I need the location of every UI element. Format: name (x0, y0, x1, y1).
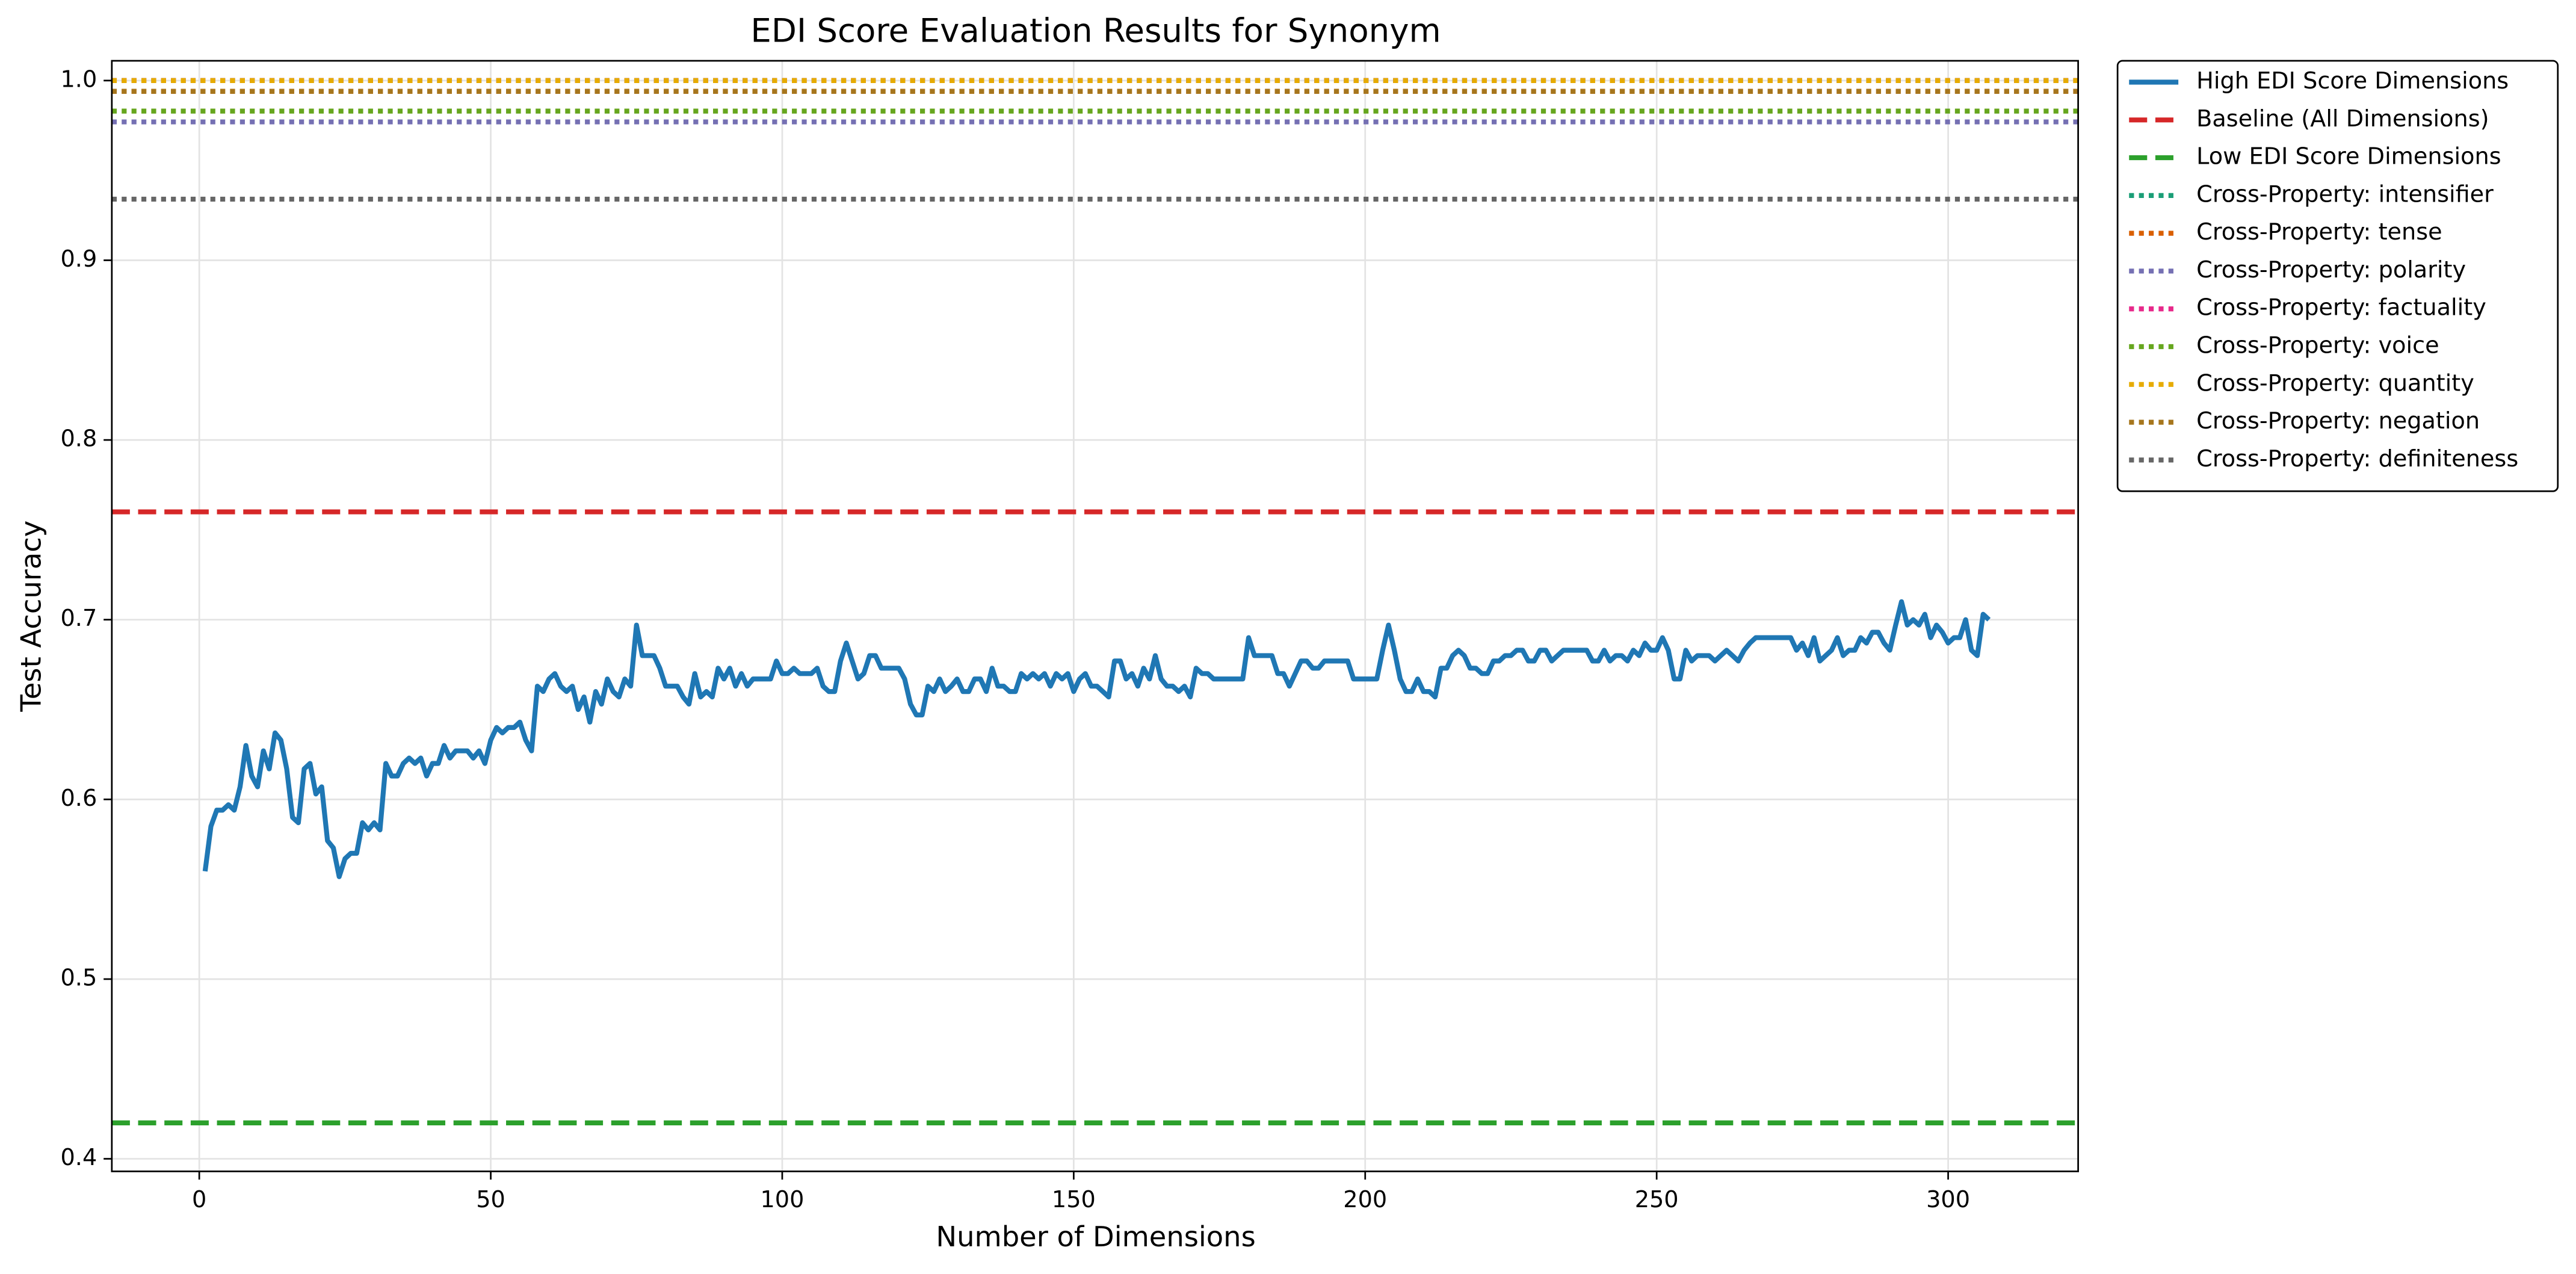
y-tick-label: 0.4 (61, 1145, 97, 1171)
x-tick-label: 250 (1635, 1187, 1679, 1213)
y-tick-label: 1.0 (61, 66, 97, 93)
legend-label: High EDI Score Dimensions (2196, 68, 2509, 94)
legend-label: Cross-Property: quantity (2196, 370, 2474, 397)
y-tick-label: 0.6 (61, 785, 97, 812)
legend-label: Cross-Property: polarity (2196, 257, 2466, 283)
data-line (202, 599, 1991, 879)
y-tick-label: 0.9 (61, 246, 97, 273)
legend-label: Cross-Property: tense (2196, 219, 2442, 246)
x-tick-label: 50 (476, 1187, 505, 1213)
x-tick-label: 300 (1926, 1187, 1970, 1213)
legend-label: Cross-Property: voice (2196, 333, 2439, 359)
x-axis-label: Number of Dimensions (936, 1220, 1255, 1253)
legend-label: Cross-Property: factuality (2196, 295, 2486, 321)
y-tick-label: 0.8 (61, 426, 97, 453)
y-axis-label: Test Accuracy (14, 521, 47, 713)
x-tick-label: 0 (192, 1187, 206, 1213)
legend-label: Cross-Property: negation (2196, 408, 2480, 434)
legend-frame (2116, 60, 2559, 492)
legend: High EDI Score Dimensions Baseline (All D… (2116, 60, 2559, 492)
plot-frame (111, 60, 2079, 1172)
chart-title: EDI Score Evaluation Results for Synonym (750, 11, 1441, 50)
x-tick-label: 150 (1052, 1187, 1096, 1213)
legend-label: Cross-Property: definiteness (2196, 446, 2518, 472)
y-tick-label: 0.7 (61, 605, 97, 632)
legend-label: Low EDI Score Dimensions (2196, 144, 2501, 170)
legend-label: Cross-Property: intensifier (2196, 181, 2494, 208)
x-tick-label: 200 (1343, 1187, 1387, 1213)
x-tick-label: 100 (761, 1187, 805, 1213)
y-tick-label: 0.5 (61, 965, 97, 991)
legend-label: Baseline (All Dimensions) (2196, 106, 2489, 132)
